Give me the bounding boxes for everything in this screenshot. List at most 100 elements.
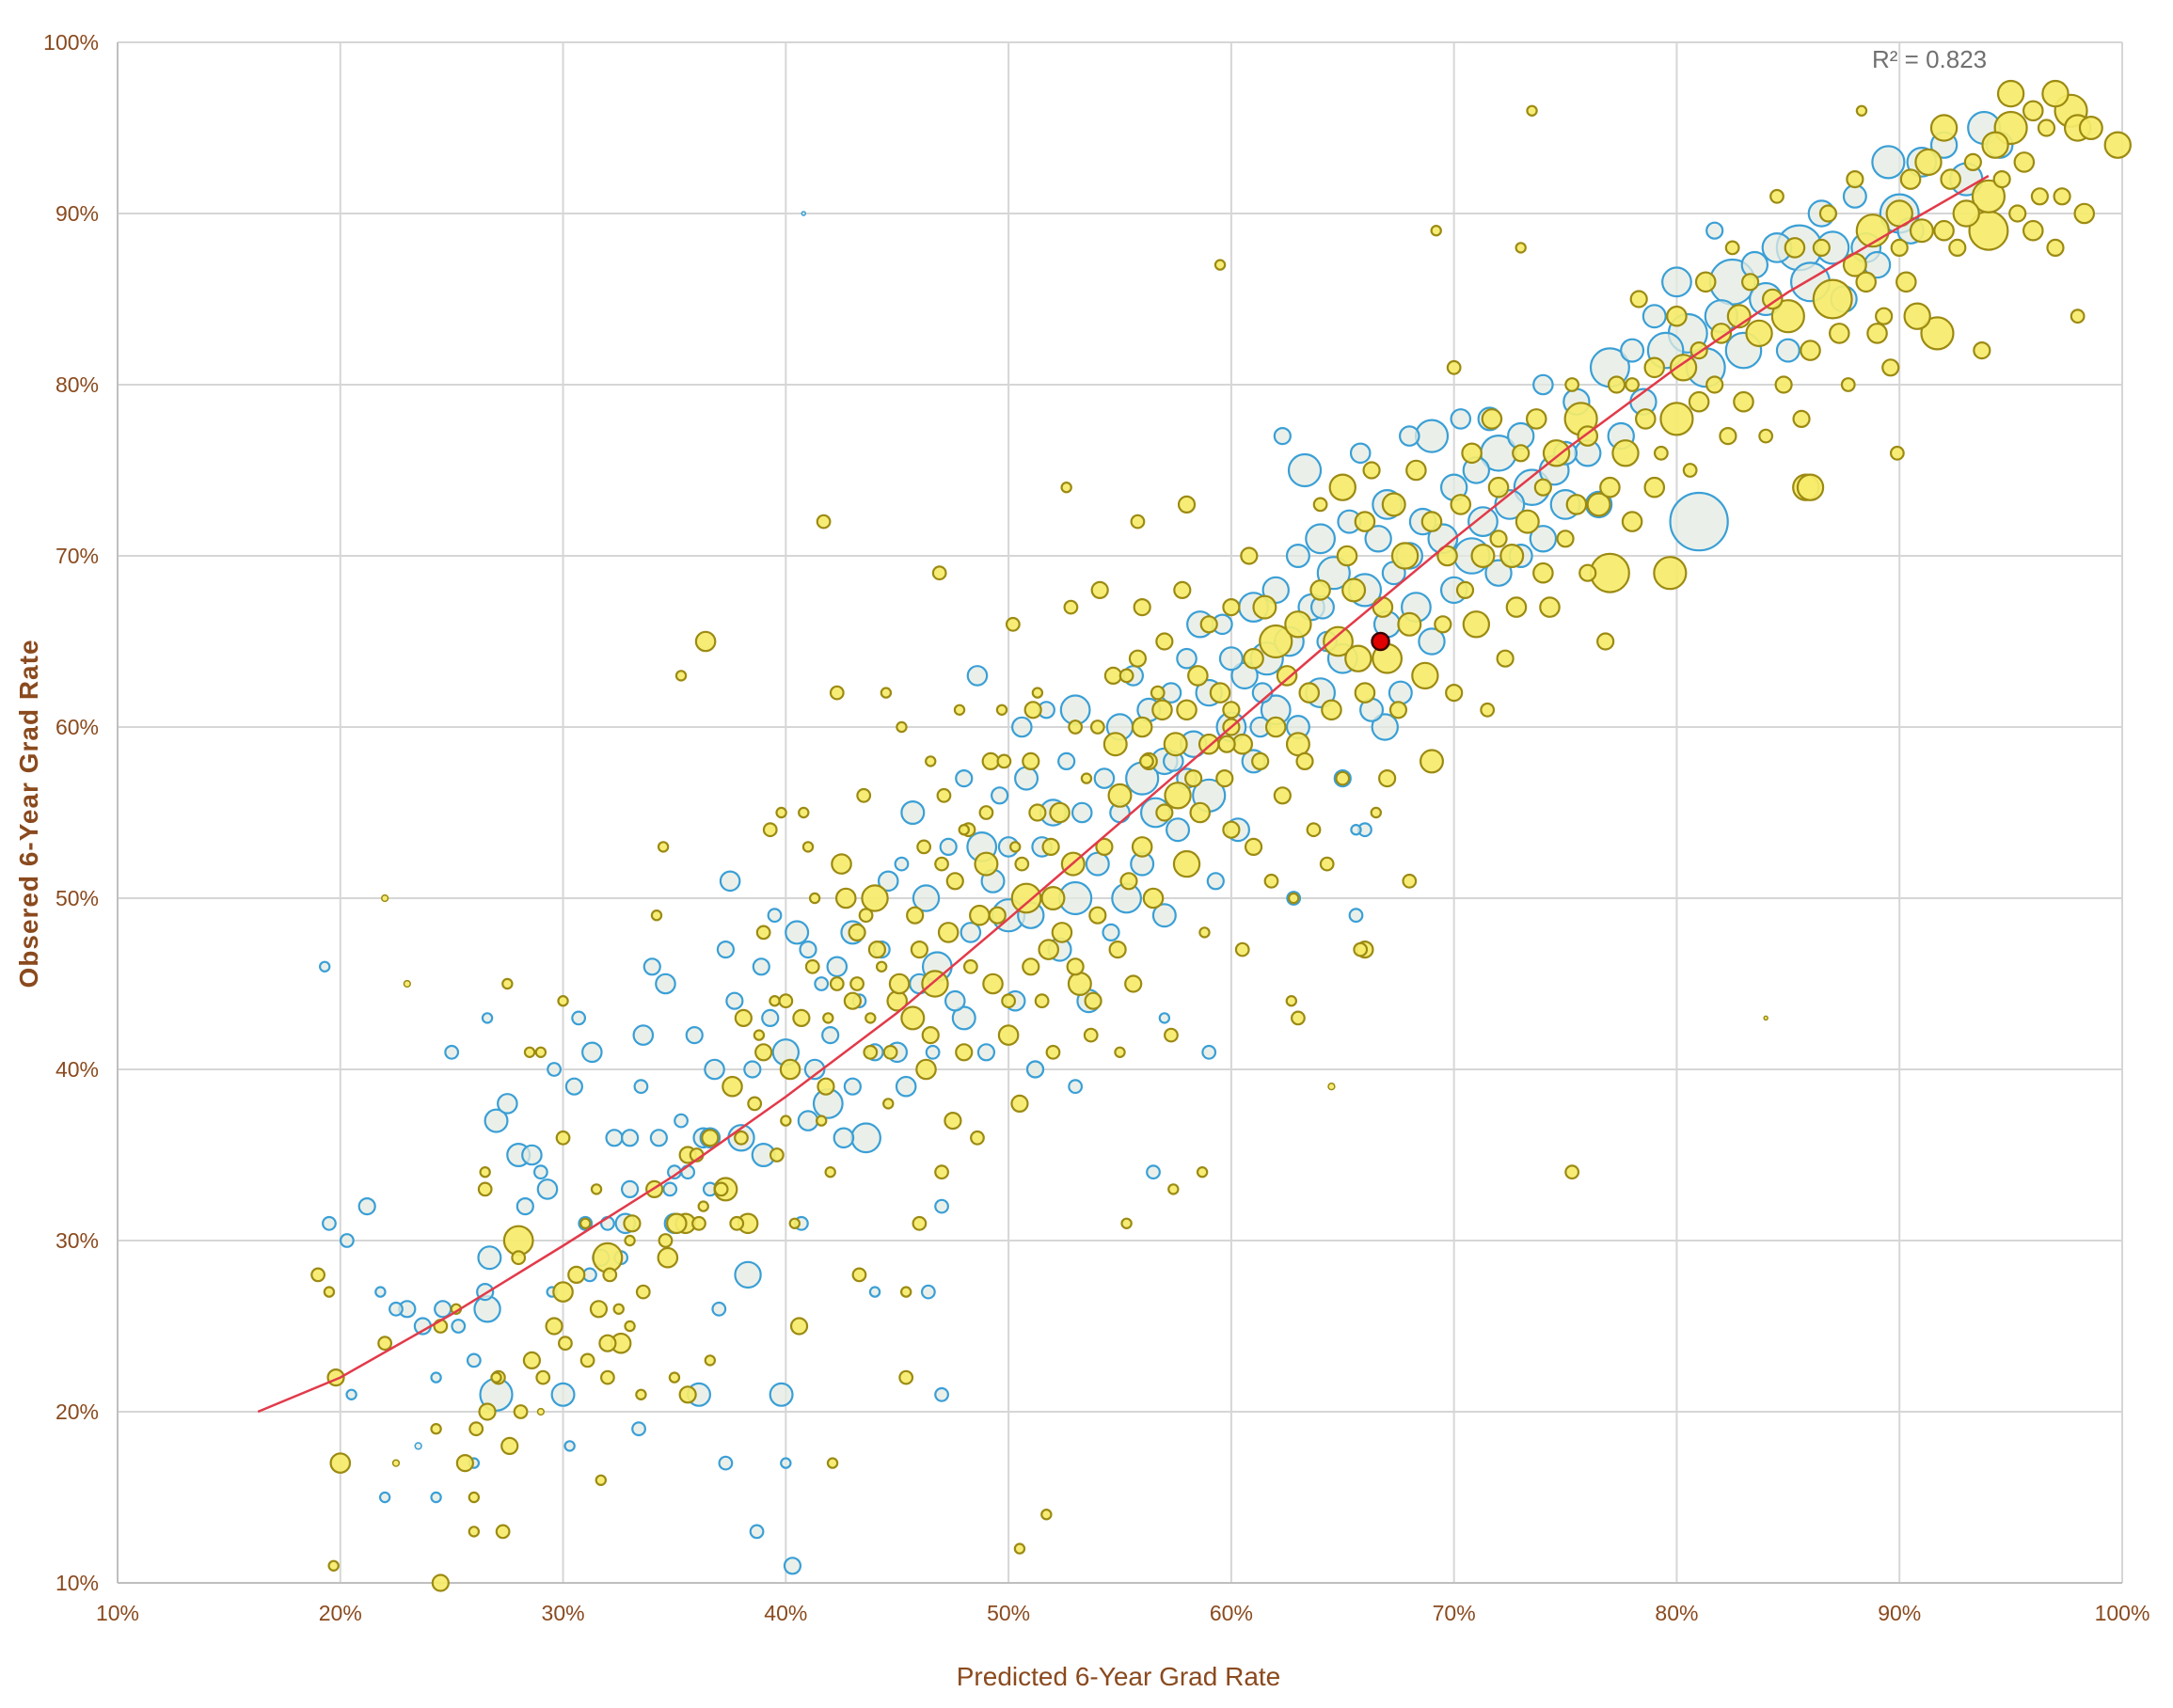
yellow-bubble-point: [834, 887, 857, 909]
yellow-bubble-point: [1666, 305, 1688, 327]
blue-bubble-point: [357, 1196, 376, 1216]
yellow-bubble-point: [1599, 476, 1621, 498]
yellow-bubble-point: [1625, 377, 1640, 392]
blue-bubble-point: [833, 1127, 855, 1149]
yellow-bubble-point: [579, 1217, 592, 1230]
yellow-bubble-point: [1172, 849, 1201, 878]
yellow-bubble-point: [925, 755, 937, 767]
yellow-bubble-point: [2030, 187, 2049, 206]
yellow-bubble-point: [1067, 971, 1092, 996]
yellow-bubble-point: [801, 841, 815, 853]
yellow-bubble-point: [1629, 290, 1648, 308]
yellow-bubble-point: [1222, 701, 1241, 720]
yellow-bubble-point: [958, 824, 970, 836]
yellow-bubble-point: [1542, 439, 1571, 467]
yellow-bubble-point: [555, 1130, 571, 1146]
yellow-bubble-point: [1222, 820, 1241, 839]
yellow-bubble-point: [1263, 873, 1279, 889]
blue-bubble-point: [1206, 872, 1225, 891]
blue-bubble-point: [966, 665, 989, 687]
yellow-bubble-point: [1276, 665, 1298, 687]
yellow-bubble-point: [477, 1181, 493, 1197]
yellow-bubble-point: [2078, 115, 2103, 140]
yellow-bubble-point: [1354, 511, 1376, 532]
blue-bubble-point: [877, 870, 899, 893]
x-tick-label: 20%: [319, 1601, 362, 1625]
yellow-bubble-point: [1855, 271, 1878, 293]
yellow-bubble-point: [1038, 939, 1060, 960]
yellow-bubble-point: [931, 565, 947, 581]
r-squared-label: R² = 0.823: [1872, 45, 1987, 73]
yellow-bubble-point: [780, 1115, 792, 1127]
yellow-bubble-point: [912, 1215, 928, 1231]
yellow-bubble-point: [729, 1215, 745, 1231]
yellow-bubble-point: [1131, 836, 1153, 858]
yellow-bubble-point: [875, 960, 888, 973]
blue-bubble-point: [389, 1301, 404, 1317]
blue-bubble-point: [1661, 266, 1692, 298]
yellow-bubble-point: [861, 884, 889, 912]
yellow-bubble-point: [816, 514, 832, 530]
yellow-bubble-point: [1973, 341, 1991, 360]
yellow-bubble-point: [1564, 1164, 1580, 1180]
trendline: [257, 174, 1990, 1414]
yellow-bubble-point: [1151, 699, 1173, 721]
blue-bubble-point: [563, 1440, 576, 1452]
yellow-bubble-point: [888, 973, 911, 995]
yellow-bubble-point: [1763, 1015, 1769, 1021]
blue-bubble-point: [532, 1164, 548, 1180]
yellow-bubble-point: [829, 976, 845, 991]
yellow-bubble-point: [1199, 615, 1218, 634]
yellow-bubble-point: [864, 1012, 877, 1024]
blue-bubble-point: [1201, 1044, 1217, 1060]
yellow-bubble-point: [1496, 649, 1515, 668]
yellow-bubble-point: [1095, 837, 1114, 857]
yellow-bubble-point: [1063, 599, 1079, 615]
yellow-bubble-point: [754, 1043, 773, 1062]
yellow-bubble-point: [522, 1351, 542, 1370]
yellow-bubble-point: [523, 1046, 536, 1059]
yellow-bubble-point: [657, 841, 670, 853]
yellow-bubble-point: [856, 787, 872, 803]
yellow-bubble-point: [1114, 1046, 1126, 1059]
yellow-bubble-point: [1643, 476, 1666, 498]
yellow-bubble-point: [1014, 856, 1030, 872]
yellow-bubble-point: [1120, 1217, 1133, 1230]
yellow-bubble-point: [1784, 237, 1806, 259]
highlighted-point: [1371, 631, 1390, 652]
yellow-bubble-point: [1381, 492, 1406, 517]
yellow-bubble-point: [1487, 476, 1510, 498]
yellow-bubble-point: [955, 1043, 974, 1062]
yellow-bubble-point: [2022, 219, 2044, 242]
blue-bubble-point: [521, 1144, 543, 1166]
blue-bubble-point: [1158, 1012, 1171, 1024]
x-tick-label: 70%: [1433, 1601, 1476, 1625]
blue-bubble-point: [797, 1110, 819, 1131]
yellow-bubble-point: [1142, 887, 1165, 909]
yellow-bubble-point: [1533, 478, 1552, 497]
blue-bubble-point: [801, 211, 807, 216]
blue-bubble-point: [1348, 908, 1364, 924]
yellow-bubble-point: [778, 993, 794, 1009]
yellow-bubble-point: [2022, 100, 2044, 122]
blue-bubble-point: [1399, 425, 1420, 447]
yellow-bubble-point: [900, 1005, 926, 1031]
yellow-bubble-point: [962, 958, 978, 974]
yellow-bubble-point: [995, 704, 1008, 717]
yellow-bubble-point: [1634, 408, 1657, 430]
yellow-bubble-point: [1189, 801, 1212, 824]
yellow-bubble-point: [1341, 577, 1367, 603]
yellow-bubble-point: [1866, 323, 1888, 344]
yellow-bubble-point: [1920, 316, 1955, 351]
blue-bubble-point: [1871, 145, 1906, 180]
yellow-bubble-point: [1040, 885, 1066, 910]
yellow-bubble-point: [1397, 611, 1422, 637]
yellow-bubble-point: [1607, 375, 1626, 394]
blue-bubble-point: [1025, 1060, 1045, 1079]
yellow-bubble-point: [558, 1336, 573, 1352]
yellow-bubble-point: [323, 1286, 336, 1298]
yellow-bubble-point: [1164, 1027, 1179, 1043]
yellow-bubble-point: [1388, 701, 1408, 720]
y-tick-label: 60%: [56, 715, 99, 739]
yellow-bubble-point: [658, 1233, 674, 1248]
